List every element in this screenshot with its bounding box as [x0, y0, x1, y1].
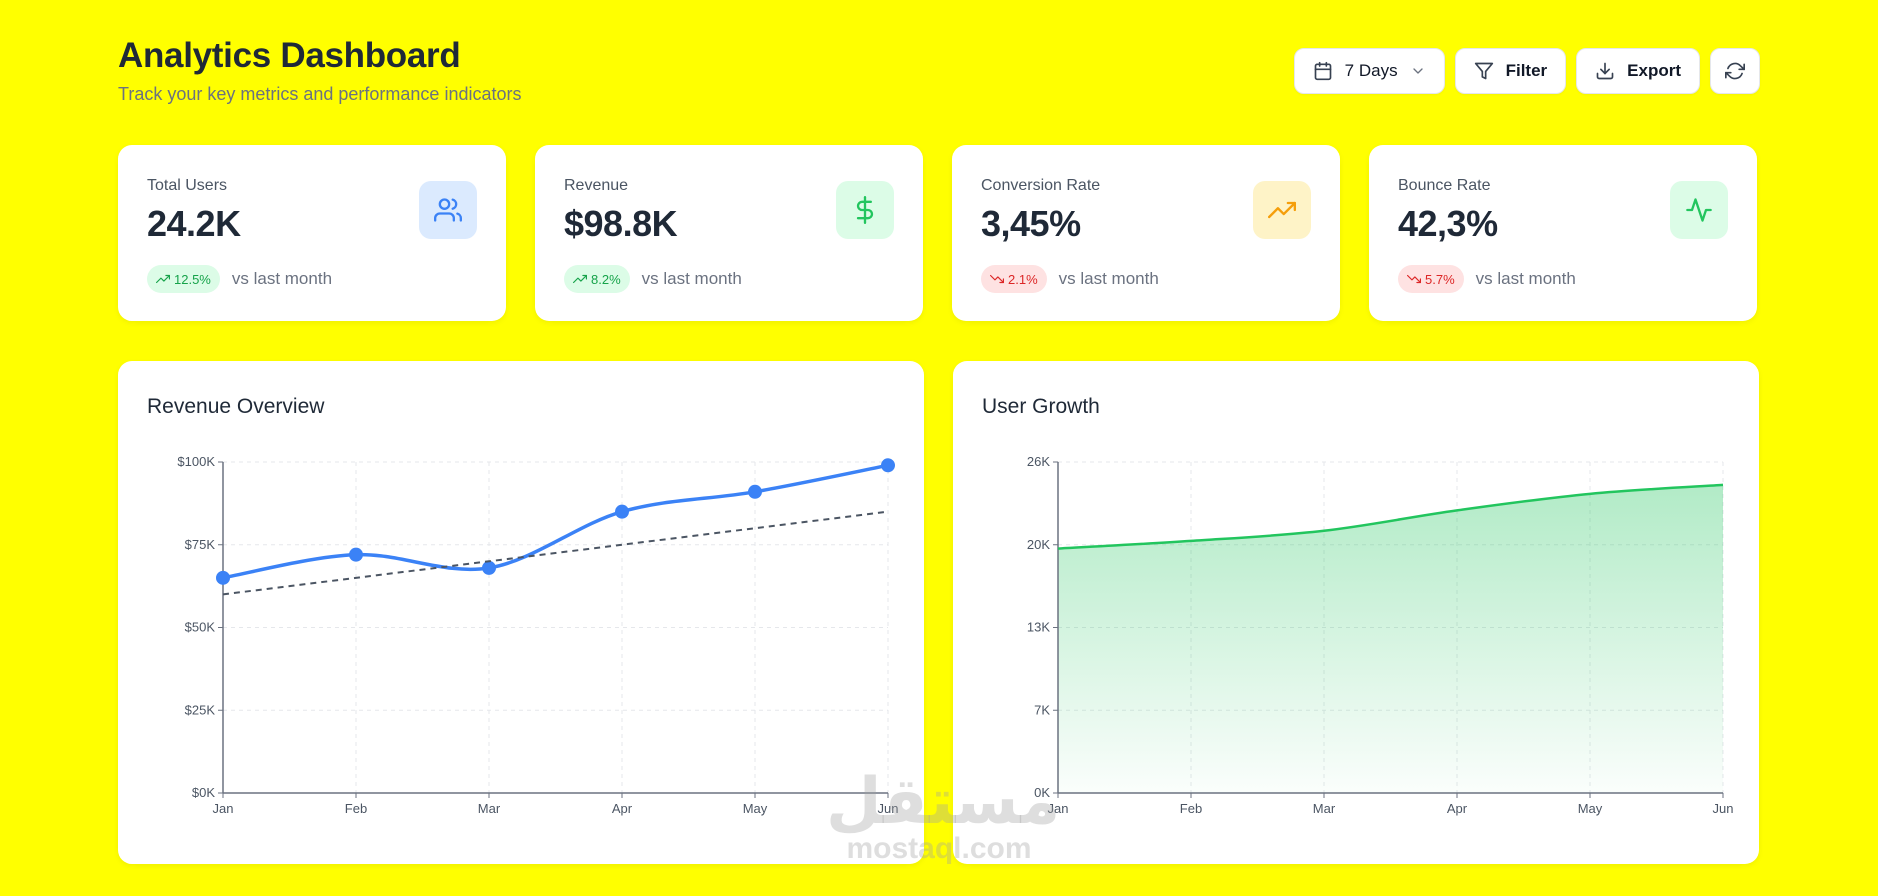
- y-tick-label: $50K: [185, 620, 216, 635]
- revenue-overview-card: Revenue Overview $0K $25K $50K $75K $100K Jan…: [118, 361, 924, 864]
- data-point: [216, 570, 230, 585]
- y-tick-label: 13K: [1027, 620, 1050, 635]
- data-point: [881, 458, 895, 473]
- x-tick-label: Jun: [1713, 801, 1734, 816]
- x-tick-label: Feb: [345, 801, 367, 816]
- page-subtitle: Track your key metrics and performance i…: [118, 84, 522, 104]
- kpi-card-conversion-rate: Conversion Rate 3,45% 2.1% vs last month: [952, 145, 1340, 321]
- kpi-footer: 5.7% vs last month: [1398, 265, 1576, 293]
- trend-badge: 5.7%: [1398, 265, 1464, 293]
- refresh-button[interactable]: [1710, 48, 1760, 94]
- kpi-label: Total Users: [147, 177, 228, 194]
- kpi-footer: 8.2% vs last month: [564, 265, 742, 293]
- x-tick-label: Mar: [478, 801, 501, 816]
- kpi-compare: vs last month: [1475, 269, 1576, 288]
- x-tick-label: May: [1578, 801, 1603, 816]
- filter-button[interactable]: Filter: [1454, 48, 1567, 94]
- chart-title: User Growth: [982, 395, 1100, 418]
- kpi-label: Bounce Rate: [1398, 177, 1491, 194]
- trend-badge: 8.2%: [564, 265, 630, 293]
- date-range-select[interactable]: 7 Days: [1293, 48, 1445, 94]
- watermark-latin: mostaql.com: [846, 832, 1032, 865]
- y-tick-label: 0K: [1034, 785, 1050, 800]
- trend-change: 12.5%: [174, 271, 211, 287]
- revenue-line-chart: $0K $25K $50K $75K $100K Jan Feb Mar Apr May Jun: [177, 454, 899, 816]
- series-line: [1057, 483, 1724, 550]
- kpi-icon-box: [419, 181, 477, 239]
- refresh-icon: [1725, 62, 1745, 80]
- data-point: [748, 484, 762, 499]
- kpi-label: Revenue: [564, 177, 629, 194]
- date-range-label: 7 Days: [1344, 61, 1398, 80]
- dollar-icon: [856, 196, 874, 224]
- trend-arrow-icon: [1407, 274, 1421, 284]
- kpi-card-revenue: Revenue $98.8K 8.2% vs last month: [535, 145, 923, 321]
- kpi-icon-box: [836, 181, 894, 239]
- y-tick-label: $75K: [185, 537, 216, 552]
- x-tick-label: Apr: [1447, 801, 1468, 816]
- page-title: Analytics Dashboard: [118, 36, 461, 75]
- kpi-label: Conversion Rate: [981, 177, 1101, 194]
- x-tick-label: Feb: [1180, 801, 1202, 816]
- trend-badge: 12.5%: [147, 265, 220, 293]
- kpi-card-bounce-rate: Bounce Rate 42,3% 5.7% vs last month: [1369, 145, 1757, 321]
- trend-change: 5.7%: [1425, 271, 1455, 287]
- page-header: Analytics Dashboard Track your key metri…: [118, 36, 521, 105]
- kpi-compare: vs last month: [641, 269, 742, 288]
- toolbar: 7 Days Filter Export: [1293, 48, 1760, 94]
- kpi-compare: vs last month: [231, 269, 333, 288]
- filter-icon: [1474, 62, 1493, 80]
- x-tick-label: Jun: [878, 801, 899, 816]
- download-icon: [1596, 62, 1614, 80]
- user-growth-area-chart: 0K 7K 13K 20K 26K Jan Feb Mar Apr May Jun: [1027, 454, 1734, 816]
- kpi-cards: Total Users 24.2K 12.5% vs last month Re…: [118, 145, 1757, 321]
- data-point: [615, 504, 629, 519]
- series-line: [222, 463, 889, 580]
- watermark: مستقل mostaql.com: [826, 765, 1061, 865]
- trend-change: 8.2%: [591, 271, 621, 287]
- x-tick-label: Jan: [213, 801, 234, 816]
- y-tick-label: 7K: [1034, 702, 1050, 717]
- filter-label: Filter: [1505, 61, 1548, 80]
- trend-change: 2.1%: [1008, 271, 1038, 287]
- kpi-card-total-users: Total Users 24.2K 12.5% vs last month: [118, 145, 506, 321]
- kpi-footer: 12.5% vs last month: [147, 265, 332, 293]
- y-tick-label: 20K: [1027, 537, 1050, 552]
- data-point: [349, 547, 363, 562]
- chart-title: Revenue Overview: [147, 395, 325, 418]
- users-icon: [434, 198, 462, 222]
- calendar-icon: [1314, 61, 1332, 81]
- charts-row: Revenue Overview $0K $25K $50K $75K $100K Jan…: [118, 361, 1759, 864]
- user-growth-card: User Growth 0K 7K 13K 20K 26K Jan Feb Mar Apr May…: [953, 361, 1759, 864]
- kpi-value: $98.8K: [564, 203, 678, 244]
- export-label: Export: [1627, 61, 1681, 80]
- trend-badge: 2.1%: [981, 265, 1047, 293]
- kpi-value: 42,3%: [1398, 203, 1498, 244]
- chevron-down-icon: [1412, 68, 1423, 74]
- x-tick-label: Mar: [1313, 801, 1336, 816]
- export-button[interactable]: Export: [1576, 48, 1700, 94]
- y-tick-label: $25K: [185, 702, 216, 717]
- y-tick-label: $0K: [192, 785, 215, 800]
- y-tick-label: 26K: [1027, 454, 1050, 469]
- y-tick-label: $100K: [177, 454, 215, 469]
- kpi-value: 24.2K: [147, 203, 241, 244]
- trend-arrow-icon: [990, 274, 1004, 284]
- activity-icon: [1686, 198, 1712, 222]
- series-area: [1058, 484, 1723, 793]
- data-point: [482, 560, 496, 575]
- kpi-icon-box: [1253, 181, 1311, 239]
- x-tick-label: Apr: [612, 801, 633, 816]
- watermark-arabic: مستقل: [826, 765, 1061, 839]
- kpi-icon-box: [1670, 181, 1728, 239]
- trending-up-icon: [1268, 201, 1296, 219]
- kpi-value: 3,45%: [981, 203, 1081, 244]
- kpi-compare: vs last month: [1058, 269, 1159, 288]
- x-tick-label: May: [743, 801, 768, 816]
- kpi-footer: 2.1% vs last month: [981, 265, 1159, 293]
- trend-line: [222, 510, 889, 596]
- trend-arrow-icon: [573, 274, 587, 284]
- x-tick-label: Jan: [1048, 801, 1069, 816]
- trend-arrow-icon: [156, 274, 170, 284]
